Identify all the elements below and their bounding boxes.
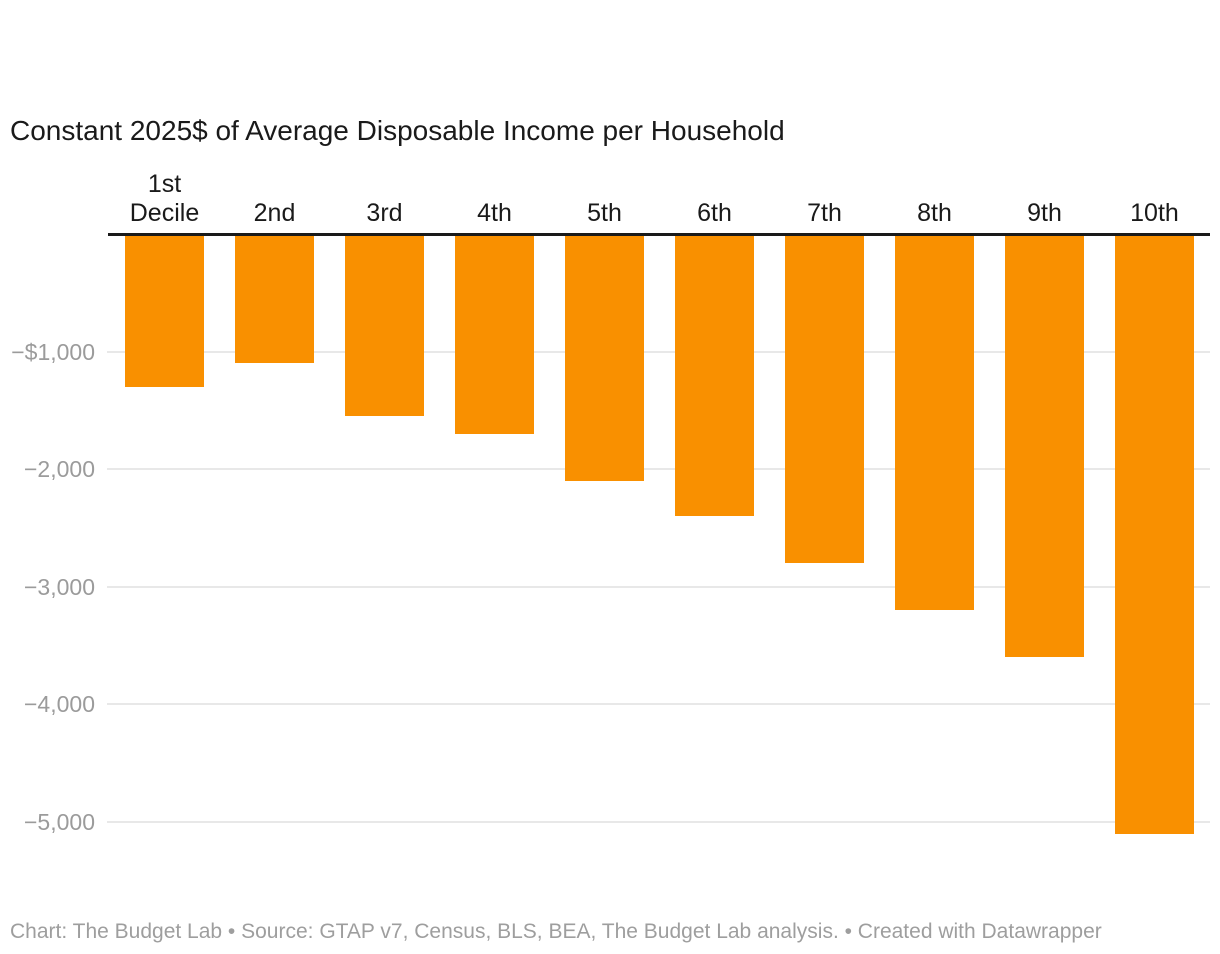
category-label-line: 1st — [147, 170, 182, 198]
category-label-8: 8th — [880, 158, 990, 228]
category-label-line: 2nd — [253, 199, 296, 227]
category-label-2: 2nd — [220, 158, 330, 228]
y-tick-label: −3,000 — [24, 573, 95, 600]
category-label-1: 1st Decile — [110, 158, 220, 228]
bar-5th[interactable] — [565, 236, 644, 481]
chart-title: Constant 2025$ of Average Disposable Inc… — [10, 115, 785, 146]
bar-1st-decile[interactable] — [125, 236, 204, 387]
category-label-line: 6th — [697, 199, 732, 227]
bar-7th[interactable] — [785, 236, 864, 564]
category-label-line: 7th — [807, 199, 842, 227]
category-label-9: 9th — [990, 158, 1100, 228]
bar-2nd[interactable] — [235, 236, 314, 364]
y-gridline-5000 — [107, 821, 1210, 823]
category-label-line: 4th — [477, 199, 512, 227]
bar-4th[interactable] — [455, 236, 534, 434]
category-label-10: 10th — [1100, 158, 1210, 228]
category-label-line: 5th — [587, 199, 622, 227]
bar-3rd[interactable] — [345, 236, 424, 417]
y-tick-label: −5,000 — [24, 809, 95, 835]
category-label-7: 7th — [770, 158, 880, 228]
bar-6th[interactable] — [675, 236, 754, 517]
category-label-line: 8th — [917, 199, 952, 227]
category-label-6: 6th — [660, 158, 770, 228]
y-gridline-2000 — [107, 468, 1210, 471]
category-label-4: 4th — [440, 158, 550, 228]
bar-8th[interactable] — [895, 236, 974, 611]
category-label-line: 10th — [1130, 199, 1179, 227]
category-label-5: 5th — [550, 158, 660, 228]
bar-9th[interactable] — [1005, 236, 1084, 658]
y-tick-label: −$1,000 — [11, 338, 95, 365]
y-gridline-4000 — [107, 703, 1210, 706]
y-gridline-3000 — [107, 585, 1210, 588]
bar-10th[interactable] — [1115, 236, 1194, 834]
y-tick-label: −4,000 — [24, 691, 95, 718]
category-label-3: 3rd — [330, 158, 440, 228]
category-label-line: Decile — [129, 199, 200, 227]
category-label-line: 9th — [1027, 199, 1062, 227]
y-tick-label: −2,000 — [24, 456, 95, 483]
y-gridline-1000 — [107, 350, 1210, 353]
x-axis-zero-line — [108, 233, 1210, 236]
chart-footer: Chart: The Budget Lab • Source: GTAP v7,… — [10, 920, 1102, 943]
category-label-line: 3rd — [366, 199, 403, 227]
